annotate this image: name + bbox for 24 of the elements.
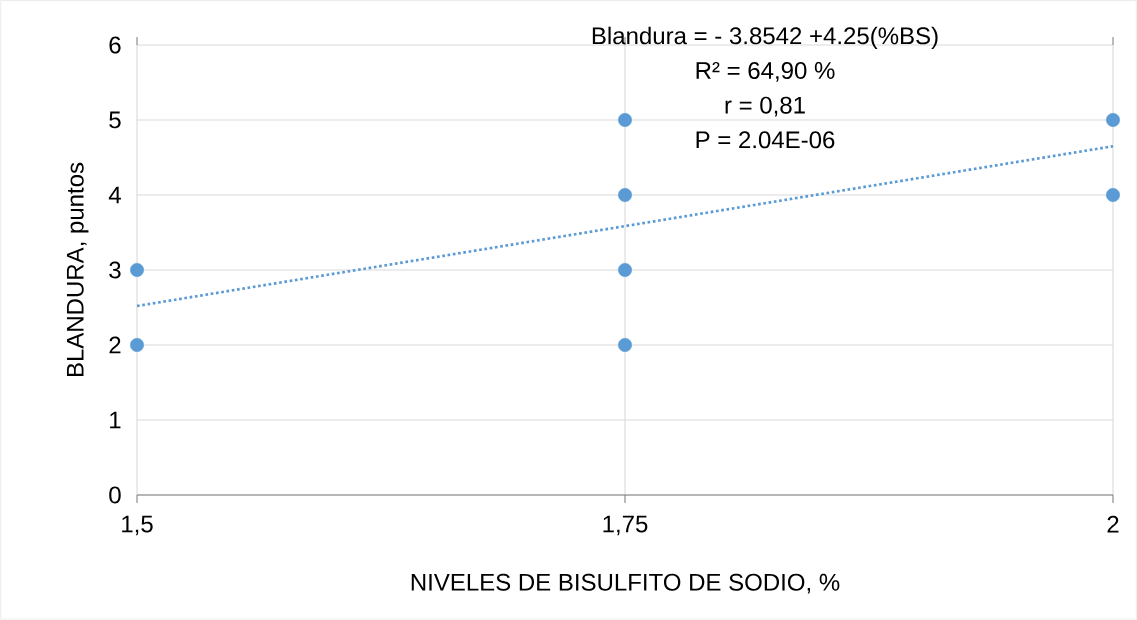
y-tick-label: 2 — [109, 336, 121, 354]
x-tick-label: 2 — [1107, 515, 1119, 533]
point — [1106, 188, 1120, 202]
y-tick-label: 6 — [109, 36, 121, 54]
y-axis-title: BLANDURA, puntos — [66, 162, 89, 377]
point — [618, 263, 632, 277]
point — [130, 338, 144, 352]
y-tick-label: 3 — [109, 261, 121, 279]
point — [1106, 113, 1120, 127]
point — [130, 263, 144, 277]
point — [618, 113, 632, 127]
annotation: Blandura = - 3.8542 +4.25(%BS) — [592, 26, 938, 50]
x-axis-title: NIVELES DE BISULFITO DE SODIO, % — [411, 573, 840, 594]
x-tick-label: 1,75 — [603, 515, 648, 536]
y-tick-label: 0 — [109, 486, 121, 504]
annotation: P = 2.04E-06 — [696, 131, 835, 149]
annotation: R² = 64,90 % — [696, 61, 835, 82]
y-tick-label: 4 — [108, 186, 121, 204]
x-tick-label: 1,5 — [122, 515, 153, 536]
point — [618, 188, 632, 202]
point — [618, 338, 632, 352]
annotation: r = 0,81 — [725, 96, 805, 117]
y-tick-label: 1 — [110, 411, 121, 429]
y-tick-label: 5 — [109, 111, 121, 129]
